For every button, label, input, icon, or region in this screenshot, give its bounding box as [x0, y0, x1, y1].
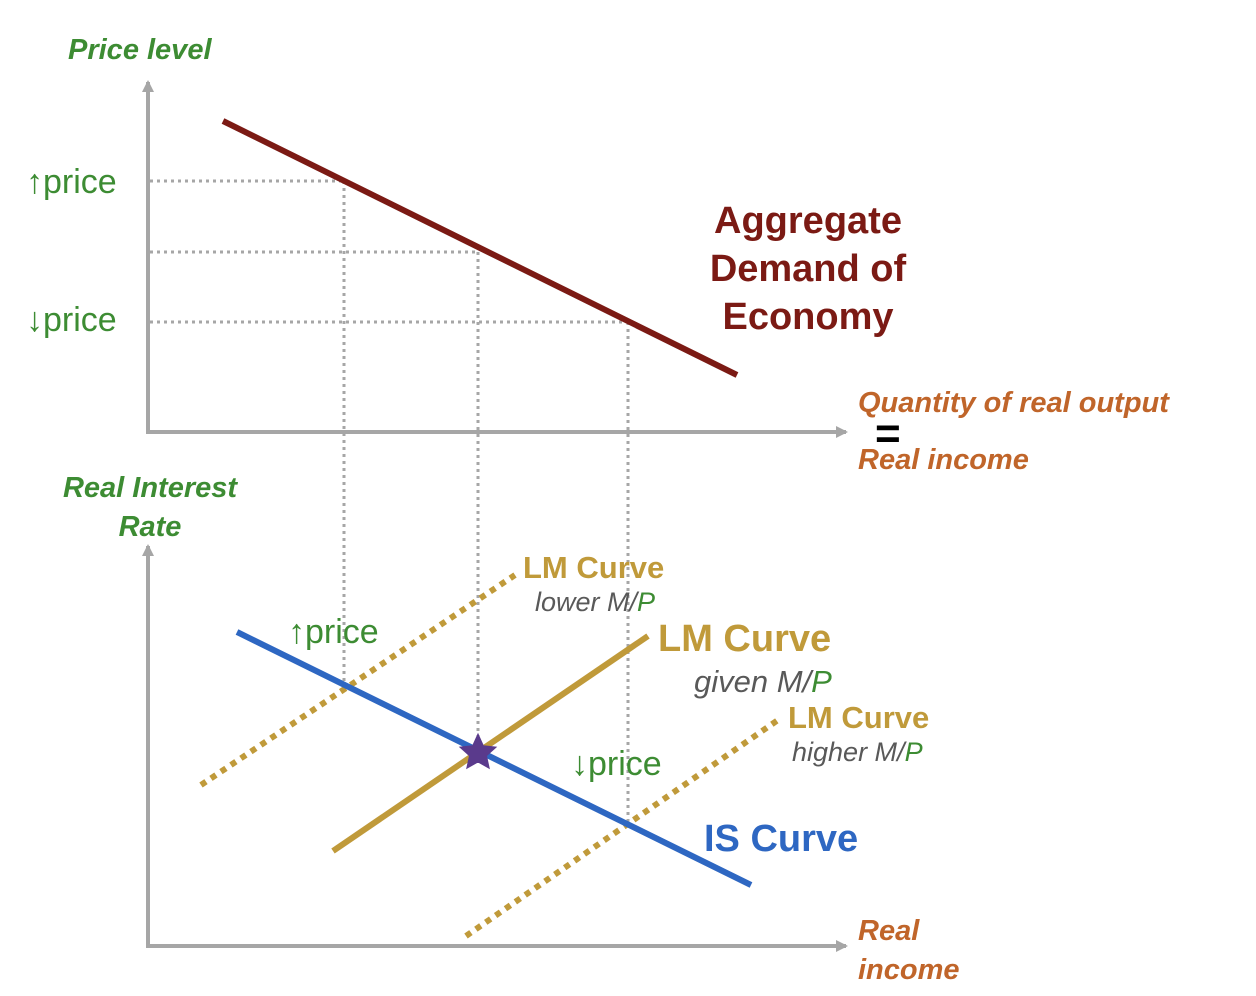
lm-higher-sub-p: P: [905, 737, 923, 767]
lm-curve-given-mp: [331, 633, 650, 854]
lm-lower-title: LM Curve: [523, 550, 664, 585]
lm-curve-lower-mp: [199, 572, 517, 788]
top-y-axis-title: Price level: [68, 34, 212, 66]
lm-lower-subtitle: lower M/P: [535, 587, 655, 617]
lm-given-sub-prefix: given M/: [694, 664, 815, 699]
bottom-x-axis-title-line-1: Real: [858, 915, 920, 947]
lm-higher-sub-prefix: higher M/: [792, 737, 907, 767]
bottom-y-axis-title-line-1: Real Interest: [63, 472, 238, 504]
lm-lower-sub-prefix: lower M/: [535, 587, 640, 617]
equals-sign: =: [875, 409, 901, 458]
top-x-axis-title-2: Real income: [858, 444, 1029, 476]
bottom-price-up-label: ↑price: [288, 613, 379, 651]
aggregate-demand-curve: [221, 118, 739, 378]
lm-curve-higher-mp: [464, 717, 780, 939]
top-x-axis-title: Quantity of real output: [858, 387, 1170, 419]
lm-given-subtitle: given M/P: [694, 664, 832, 699]
is-curve: [235, 629, 753, 888]
ad-label-line-2: Demand of: [710, 248, 907, 290]
lm-higher-subtitle: higher M/P: [792, 737, 923, 767]
bottom-y-axis-title-line-2: Rate: [119, 511, 182, 543]
lm-lower-sub-p: P: [637, 587, 655, 617]
top-tick-price-up: ↑price: [26, 163, 117, 201]
bottom-x-axis-title-line-2: income: [858, 954, 960, 986]
lm-given-sub-p: P: [811, 664, 832, 699]
equilibrium-star-icon: [458, 732, 498, 770]
top-tick-price-down: ↓price: [26, 301, 117, 339]
lm-higher-title: LM Curve: [788, 700, 929, 735]
bottom-price-down-label: ↓price: [571, 745, 662, 783]
ad-label-line-1: Aggregate: [714, 200, 902, 242]
ad-label-line-3: Economy: [722, 296, 893, 338]
is-curve-label: IS Curve: [704, 818, 858, 860]
lm-given-title: LM Curve: [658, 618, 831, 660]
